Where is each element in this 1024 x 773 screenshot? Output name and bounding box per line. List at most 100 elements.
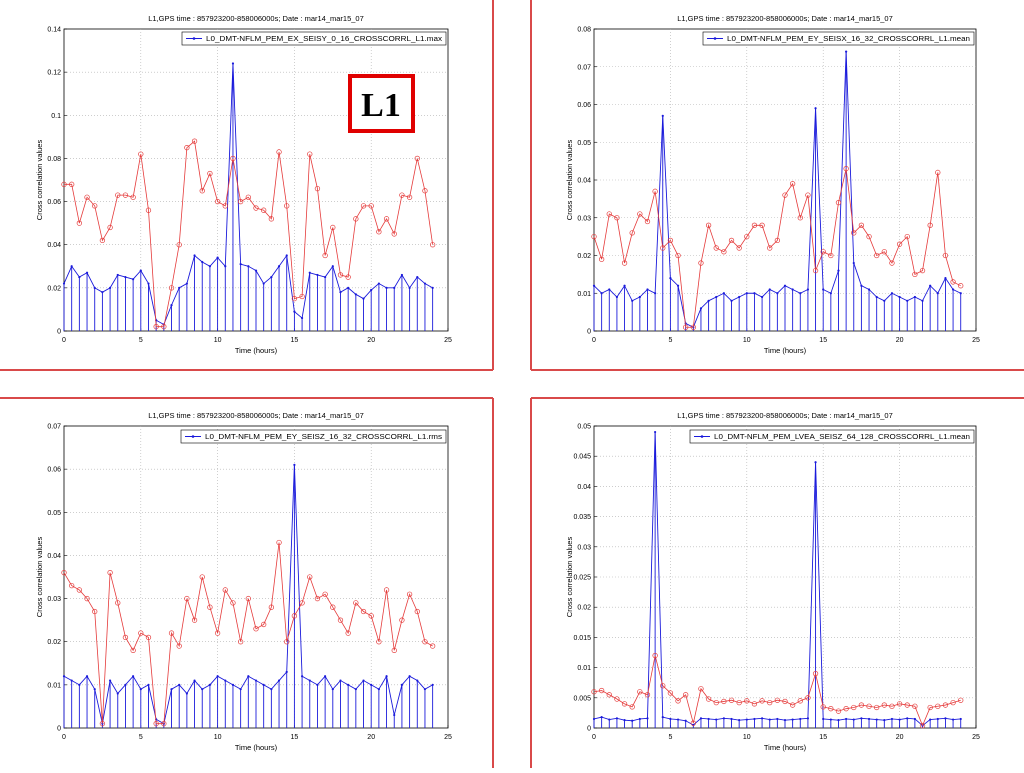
y-tick-label: 0.04 bbox=[577, 178, 591, 185]
data-point bbox=[347, 683, 350, 686]
envelope-point bbox=[675, 252, 681, 259]
envelope-point bbox=[958, 697, 964, 703]
envelope-line bbox=[64, 140, 434, 328]
x-tick-label: 15 bbox=[291, 337, 299, 344]
envelope-point bbox=[268, 216, 275, 222]
envelope-point bbox=[122, 192, 129, 198]
envelope-point bbox=[751, 701, 758, 707]
envelope-point bbox=[896, 241, 903, 247]
data-point bbox=[852, 261, 855, 265]
envelope-point bbox=[858, 222, 865, 228]
data-point bbox=[814, 107, 817, 110]
y-tick-label: 0.05 bbox=[577, 424, 591, 431]
envelope-point bbox=[69, 181, 75, 187]
data-point bbox=[416, 275, 419, 279]
legend-box bbox=[181, 31, 447, 46]
envelope-point bbox=[399, 192, 405, 198]
data-point bbox=[890, 292, 894, 295]
envelope-point bbox=[858, 702, 865, 708]
data-point bbox=[339, 679, 342, 682]
envelope-point bbox=[889, 260, 895, 266]
envelope-point bbox=[84, 595, 90, 602]
envelope-point bbox=[843, 166, 849, 172]
envelope-point bbox=[912, 271, 918, 278]
data-point bbox=[354, 293, 357, 296]
data-point bbox=[936, 292, 939, 295]
data-point bbox=[423, 282, 427, 285]
envelope-point bbox=[721, 698, 727, 705]
data-point bbox=[70, 265, 73, 268]
envelope-point bbox=[774, 697, 781, 703]
envelope-point bbox=[652, 652, 658, 659]
y-tick-label: 0 bbox=[57, 726, 61, 733]
x-tick-label: 10 bbox=[743, 734, 751, 741]
envelope-line bbox=[593, 655, 961, 727]
x-axis-label: Time (hours) bbox=[235, 346, 278, 355]
data-point bbox=[416, 679, 419, 682]
data-point bbox=[116, 692, 119, 695]
envelope-point bbox=[598, 256, 605, 262]
envelope-point bbox=[789, 702, 796, 708]
y-tick-label: 0.08 bbox=[577, 27, 591, 34]
data-point bbox=[738, 295, 741, 299]
data-point bbox=[423, 688, 427, 691]
chart-title: L1,GPS time : 857923200-858006000s; Date… bbox=[677, 14, 893, 23]
x-tick-label: 10 bbox=[214, 337, 222, 344]
data-point bbox=[768, 288, 771, 291]
data-point bbox=[331, 265, 334, 268]
y-tick-label: 0.07 bbox=[577, 64, 591, 71]
data-point bbox=[262, 683, 265, 686]
data-point bbox=[385, 675, 388, 678]
data-point bbox=[592, 717, 596, 721]
data-point bbox=[108, 286, 112, 289]
data-point bbox=[791, 718, 794, 721]
data-point bbox=[300, 316, 304, 320]
x-tick-label: 5 bbox=[668, 337, 672, 344]
badge-box bbox=[348, 74, 415, 133]
legend-box bbox=[702, 31, 975, 46]
data-point bbox=[600, 716, 603, 719]
envelope-point bbox=[652, 188, 658, 194]
envelope-point bbox=[122, 634, 129, 641]
envelope-point bbox=[935, 169, 941, 176]
y-tick-label: 0.07 bbox=[47, 424, 61, 431]
envelope-point bbox=[345, 274, 351, 280]
y-tick-label: 0.06 bbox=[47, 467, 61, 474]
envelope-point bbox=[904, 702, 910, 708]
envelope-point bbox=[253, 205, 259, 211]
data-point bbox=[845, 50, 848, 53]
data-point bbox=[85, 675, 89, 678]
envelope-point bbox=[107, 224, 113, 231]
envelope-point bbox=[184, 144, 190, 151]
data-point bbox=[944, 717, 947, 720]
data-point bbox=[738, 719, 741, 722]
data-point bbox=[883, 299, 886, 302]
envelope-point bbox=[828, 252, 834, 259]
envelope-point bbox=[422, 639, 428, 645]
envelope-point bbox=[644, 692, 651, 698]
envelope-point bbox=[176, 242, 182, 248]
data-point bbox=[631, 299, 634, 302]
data-point bbox=[951, 718, 955, 721]
envelope-point bbox=[690, 324, 696, 330]
envelope-point bbox=[812, 670, 819, 677]
x-tick-label: 5 bbox=[668, 734, 672, 741]
data-point bbox=[936, 717, 939, 721]
legend-label: L0_DMT-NFLM_PEM_EY_SEISX_16_32_CROSSCORR… bbox=[727, 36, 970, 43]
envelope-point bbox=[429, 242, 436, 248]
envelope-point bbox=[919, 722, 926, 729]
data-point bbox=[913, 295, 916, 299]
x-tick-label: 10 bbox=[214, 734, 222, 741]
y-tick-label: 0.02 bbox=[47, 639, 61, 646]
data-point bbox=[676, 718, 680, 721]
data-point bbox=[860, 284, 863, 287]
envelope-point bbox=[789, 181, 796, 187]
detector-badge: L1 bbox=[348, 74, 415, 133]
y-tick-label: 0.08 bbox=[47, 156, 61, 163]
data-point bbox=[646, 717, 649, 720]
envelope-point bbox=[713, 699, 719, 706]
envelope-point bbox=[314, 595, 321, 602]
envelope-point bbox=[299, 293, 305, 300]
data-point bbox=[239, 263, 242, 266]
data-point bbox=[354, 688, 357, 691]
